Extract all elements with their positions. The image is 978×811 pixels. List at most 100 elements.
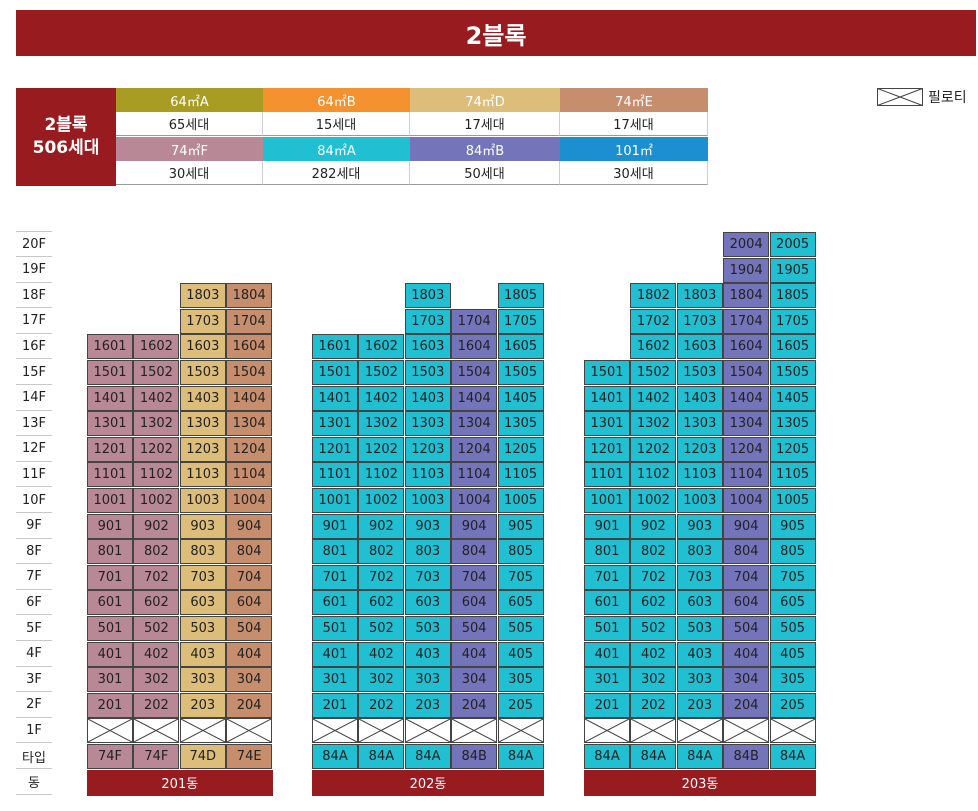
unit-cell: 1101 — [87, 462, 133, 488]
unit-cell: 503 — [179, 616, 226, 641]
unit-cell: 1704 — [723, 308, 770, 334]
piloti-cell — [676, 718, 723, 744]
unit-cell: 1401 — [312, 385, 358, 411]
unit-cell: 601 — [312, 590, 358, 616]
piloti-label: 필로티 — [928, 90, 967, 106]
unit-cell: 2004 — [723, 232, 770, 257]
type-cell: 84A — [312, 744, 358, 769]
unit-cell: 704 — [723, 564, 770, 590]
floor-label: 16F — [16, 334, 52, 360]
unit-cell: 704 — [226, 564, 273, 590]
unit-cell: 1004 — [226, 488, 273, 513]
unit-cell: 1302 — [630, 411, 677, 437]
unit-cell: 1502 — [630, 360, 677, 385]
unit-cell: 1503 — [676, 360, 723, 385]
building-name: 203동 — [584, 769, 816, 796]
unit-cell: 1101 — [584, 462, 630, 488]
unit-cell: 202 — [630, 692, 677, 718]
unit-cell: 902 — [630, 513, 677, 539]
unit-cell: 1601 — [87, 334, 133, 360]
type-cell: 84A — [584, 744, 630, 769]
unit-cell: 603 — [404, 590, 451, 616]
unit-cell: 1905 — [769, 257, 816, 283]
unit-cell: 301 — [312, 667, 358, 693]
unit-cell: 1401 — [584, 385, 630, 411]
unit-cell: 904 — [723, 513, 770, 539]
floor-label: 2F — [16, 693, 52, 718]
unit-cell: 501 — [87, 616, 133, 641]
type-cell: 84A — [404, 744, 451, 769]
unit-cell: 1103 — [179, 462, 226, 488]
unit-cell: 1503 — [404, 360, 451, 385]
unit-cell: 903 — [676, 513, 723, 539]
floor-axis-top-line — [16, 231, 52, 232]
floor-label: 20F — [16, 232, 52, 257]
unit-cell: 301 — [87, 667, 133, 693]
floor-label: 15F — [16, 360, 52, 385]
unit-cell: 501 — [312, 616, 358, 641]
unit-cell: 403 — [404, 641, 451, 667]
unit-cell: 305 — [769, 667, 816, 693]
unit-cell: 1303 — [179, 411, 226, 437]
unit-cell: 1401 — [87, 385, 133, 411]
unit-cell: 504 — [723, 616, 770, 641]
piloti-icon — [452, 719, 497, 743]
piloti-icon — [770, 719, 815, 743]
piloti-icon — [313, 719, 357, 743]
unit-cell: 705 — [497, 564, 544, 590]
unit-cell: 902 — [133, 513, 180, 539]
page-title: 2블록 — [16, 10, 976, 56]
floor-label: 11F — [16, 462, 52, 488]
unit-cell: 1904 — [723, 257, 770, 283]
unit-cell: 502 — [358, 616, 405, 641]
piloti-icon — [134, 719, 179, 743]
unit-cell: 204 — [723, 692, 770, 718]
piloti-cell — [769, 718, 816, 744]
unit-cell: 805 — [769, 539, 816, 565]
type-cell: 74D — [179, 744, 226, 769]
unit-cell: 1402 — [133, 385, 180, 411]
building-name: 201동 — [87, 769, 273, 796]
unit-cell: 1505 — [769, 360, 816, 385]
unit-cell: 1102 — [133, 462, 180, 488]
floor-label: 10F — [16, 488, 52, 513]
unit-cell: 1803 — [676, 283, 723, 309]
unit-cell: 1304 — [723, 411, 770, 437]
unit-cell: 1705 — [497, 308, 544, 334]
floor-label: 9F — [16, 514, 52, 539]
unit-cell: 802 — [358, 539, 405, 565]
floor-label: 13F — [16, 411, 52, 437]
floor-label: 3F — [16, 667, 52, 693]
unit-cell: 1404 — [226, 385, 273, 411]
unit-cell: 1104 — [723, 462, 770, 488]
unit-cell: 1804 — [723, 283, 770, 309]
type-cell: 84B — [451, 744, 498, 769]
legend-type-7: 84㎡B — [410, 137, 560, 161]
unit-cell: 1301 — [87, 411, 133, 437]
unit-cell: 1805 — [497, 283, 544, 309]
unit-cell: 1204 — [226, 436, 273, 462]
piloti-icon — [724, 719, 769, 743]
unit-cell: 1003 — [179, 488, 226, 513]
unit-cell: 1504 — [451, 360, 498, 385]
unit-cell: 601 — [87, 590, 133, 616]
unit-cell: 304 — [226, 667, 273, 693]
type-cell: 84A — [769, 744, 816, 769]
legend-count-7: 50세대 — [410, 161, 560, 185]
unit-cell: 1204 — [451, 436, 498, 462]
unit-cell: 203 — [179, 692, 226, 718]
legend-type-6: 84㎡A — [263, 137, 410, 161]
floor-label: 19F — [16, 258, 52, 283]
unit-cell: 703 — [676, 564, 723, 590]
unit-cell: 204 — [226, 692, 273, 718]
unit-cell: 302 — [630, 667, 677, 693]
unit-cell: 1602 — [630, 334, 677, 360]
unit-cell: 702 — [133, 564, 180, 590]
unit-cell: 603 — [676, 590, 723, 616]
type-row-label: 타입 — [16, 744, 52, 769]
legend-type-3: 74㎡D — [410, 88, 560, 112]
unit-cell: 205 — [769, 692, 816, 718]
unit-cell: 304 — [451, 667, 498, 693]
unit-cell: 403 — [179, 641, 226, 667]
unit-cell: 305 — [497, 667, 544, 693]
